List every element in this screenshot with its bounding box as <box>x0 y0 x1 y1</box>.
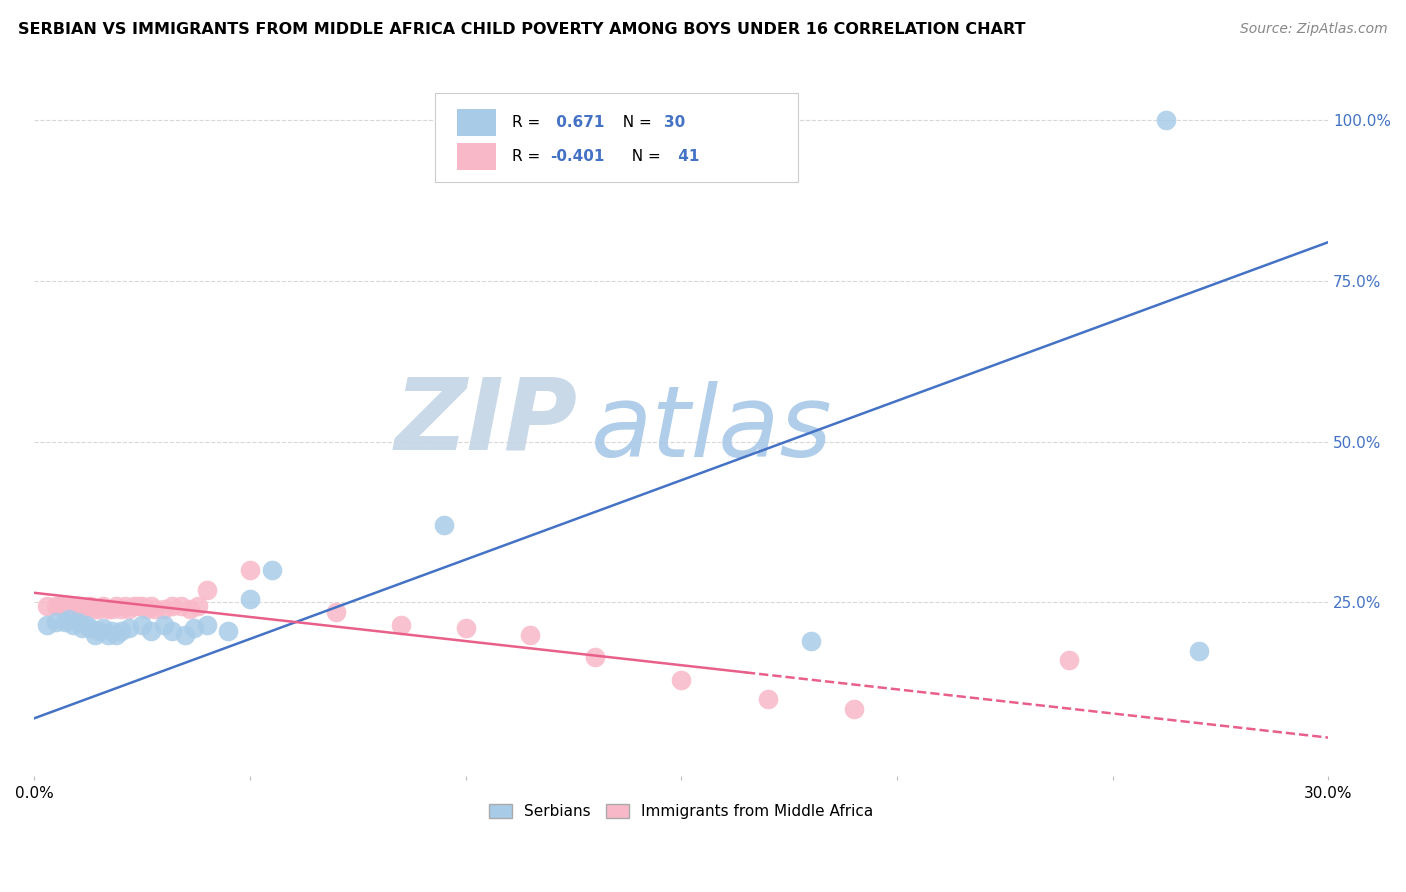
Point <box>97 602 120 616</box>
Point <box>97 627 120 641</box>
Point <box>842 701 865 715</box>
Point <box>152 602 174 616</box>
Point <box>49 599 72 613</box>
Text: Source: ZipAtlas.com: Source: ZipAtlas.com <box>1240 22 1388 37</box>
Point <box>187 599 209 613</box>
Point <box>66 599 89 613</box>
Point <box>217 624 239 639</box>
Point <box>58 602 80 616</box>
Bar <box>457 109 496 136</box>
Point <box>583 650 606 665</box>
Point <box>37 599 59 613</box>
Text: N =: N = <box>613 115 657 130</box>
Point <box>183 621 205 635</box>
Point <box>66 615 89 629</box>
Point <box>131 618 153 632</box>
Text: 0.671: 0.671 <box>551 115 605 130</box>
Point <box>139 624 162 639</box>
Point <box>45 599 67 613</box>
Point <box>75 602 97 616</box>
Text: -0.401: -0.401 <box>551 149 605 164</box>
Point <box>93 621 115 635</box>
Point <box>239 592 262 607</box>
Point <box>110 624 132 639</box>
Legend: Serbians, Immigrants from Middle Africa: Serbians, Immigrants from Middle Africa <box>482 797 880 825</box>
Point <box>260 563 283 577</box>
Point <box>62 599 84 613</box>
Point <box>53 599 76 613</box>
Point <box>83 627 105 641</box>
Point <box>174 627 197 641</box>
Point <box>105 627 128 641</box>
Point <box>800 634 823 648</box>
Point <box>135 602 157 616</box>
Point <box>87 624 110 639</box>
Text: atlas: atlas <box>591 381 832 478</box>
Point <box>143 602 166 616</box>
Point <box>389 618 412 632</box>
Point <box>58 611 80 625</box>
Text: R =: R = <box>512 115 546 130</box>
Point <box>127 599 149 613</box>
Point <box>101 624 124 639</box>
Point <box>37 618 59 632</box>
Text: ZIP: ZIP <box>395 374 578 471</box>
Point <box>70 602 93 616</box>
Text: 41: 41 <box>673 149 700 164</box>
Point <box>118 621 141 635</box>
Point <box>62 618 84 632</box>
Text: SERBIAN VS IMMIGRANTS FROM MIDDLE AFRICA CHILD POVERTY AMONG BOYS UNDER 16 CORRE: SERBIAN VS IMMIGRANTS FROM MIDDLE AFRICA… <box>18 22 1026 37</box>
Point <box>75 618 97 632</box>
Point <box>433 518 456 533</box>
Point <box>671 673 693 687</box>
Point <box>79 599 101 613</box>
Point <box>122 599 145 613</box>
Point <box>325 605 347 619</box>
Point <box>195 618 218 632</box>
Point <box>170 599 193 613</box>
Point <box>70 621 93 635</box>
Point <box>105 599 128 613</box>
Bar <box>457 143 496 169</box>
Point <box>110 602 132 616</box>
Text: 30: 30 <box>665 115 686 130</box>
Point <box>139 599 162 613</box>
Point <box>93 599 115 613</box>
Point <box>45 615 67 629</box>
Point <box>118 602 141 616</box>
Point <box>152 618 174 632</box>
Text: N =: N = <box>621 149 665 164</box>
Point <box>53 615 76 629</box>
Point <box>195 582 218 597</box>
Point <box>101 602 124 616</box>
Point <box>1156 113 1178 128</box>
Point <box>1059 653 1081 667</box>
Point <box>1188 644 1211 658</box>
Point <box>79 621 101 635</box>
Point <box>454 621 477 635</box>
Point <box>131 599 153 613</box>
Point <box>162 599 184 613</box>
Point <box>239 563 262 577</box>
Text: R =: R = <box>512 149 546 164</box>
Point <box>87 602 110 616</box>
Point <box>162 624 184 639</box>
FancyBboxPatch shape <box>436 94 797 182</box>
Point <box>179 602 201 616</box>
Point <box>756 692 779 706</box>
Point <box>519 627 541 641</box>
Point <box>83 602 105 616</box>
Point <box>114 599 136 613</box>
